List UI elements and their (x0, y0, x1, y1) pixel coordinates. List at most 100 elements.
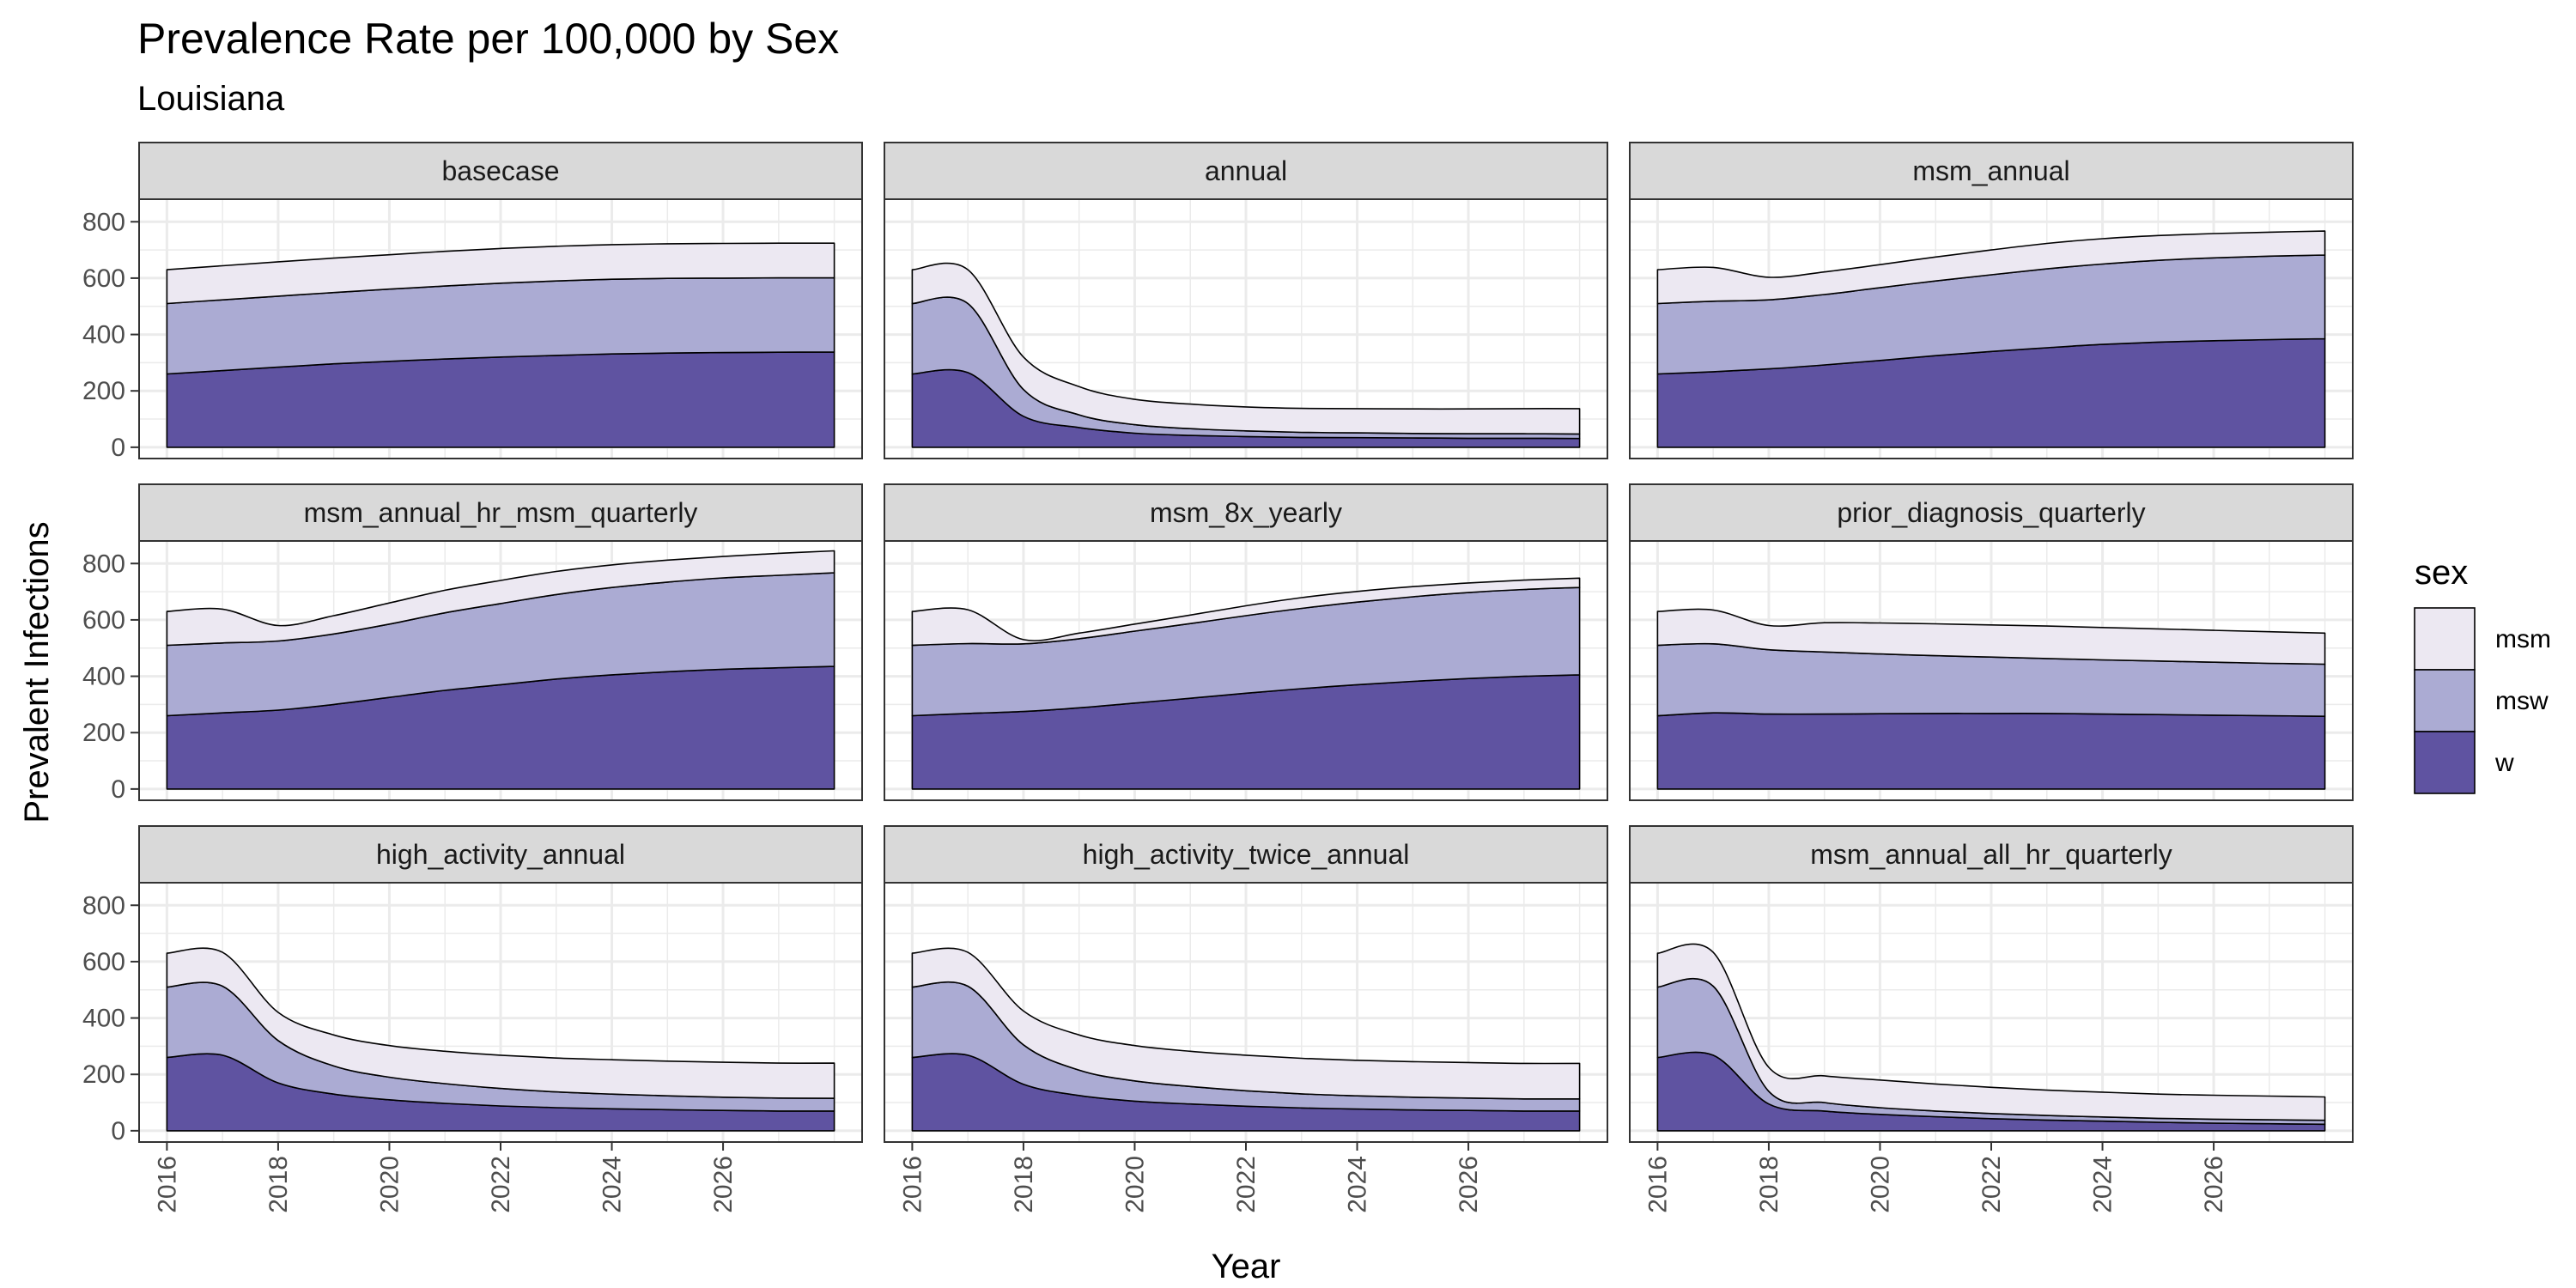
stacked-areas (1656, 230, 2326, 448)
x-tick-label: 2016 (898, 1156, 927, 1213)
stacked-areas (911, 577, 1581, 790)
legend-key-msw (2414, 669, 2476, 732)
y-tick-label: 800 (82, 891, 125, 920)
x-tick-label: 2018 (1755, 1156, 1783, 1213)
y-tick-label: 400 (82, 321, 125, 349)
area-msm (1656, 608, 2326, 665)
area-msm (166, 947, 835, 1099)
chart-title: Prevalence Rate per 100,000 by Sex (137, 15, 839, 63)
x-tick-label: 2026 (1455, 1156, 1483, 1213)
legend-label-w: w (2494, 749, 2514, 777)
facet-panel-msm_annual_hr_msm_quarterly: msm_annual_hr_msm_quarterly 0 200 400 600 800 (82, 483, 863, 804)
y-tick-label: 200 (82, 719, 125, 747)
x-tick-label: 2020 (376, 1156, 404, 1213)
area-msm (1656, 943, 2326, 1121)
facet-panels: basecase 0 200 400 600 800 annual msm_annualmsm… (82, 142, 2354, 1213)
area-msm (166, 242, 835, 305)
x-tick-label: 2016 (153, 1156, 181, 1213)
legend-key-w (2414, 731, 2476, 794)
y-tick-label: 400 (82, 1005, 125, 1033)
x-tick-label: 2022 (487, 1156, 515, 1213)
legend-key-msm (2414, 607, 2476, 671)
x-tick-label: 2024 (1344, 1156, 1372, 1213)
stacked-areas (166, 550, 835, 790)
x-tick-label: 2020 (1867, 1156, 1895, 1213)
facet-strip-label: high_activity_twice_annual (1083, 839, 1410, 870)
facet-panel-msm_8x_yearly: msm_8x_yearly (884, 483, 1608, 801)
y-tick-label: 0 (111, 434, 125, 462)
x-tick-label: 2026 (709, 1156, 738, 1213)
facet-strip (138, 142, 863, 200)
facet-strip (884, 142, 1608, 200)
x-tick-label: 2018 (264, 1156, 293, 1213)
area-msm (911, 262, 1581, 435)
facet-panel-msm_annual_all_hr_quarterly: msm_annual_all_hr_quarterly 2016 2018 2020 2… (1629, 825, 2354, 1213)
stacked-areas (166, 947, 835, 1132)
area-msm (911, 947, 1581, 1100)
facet-strip (884, 483, 1608, 542)
y-tick-label: 600 (82, 606, 125, 635)
facet-strip-label: msm_annual (1912, 155, 2069, 186)
facet-strip (138, 825, 863, 884)
x-tick-label: 2020 (1121, 1156, 1150, 1213)
y-tick-label: 800 (82, 550, 125, 578)
facet-strip (1629, 825, 2354, 884)
facet-strip (1629, 142, 2354, 200)
x-axis-title: Year (1212, 1248, 1281, 1285)
stacked-areas (166, 242, 835, 448)
facet-panel-high_activity_annual: high_activity_annual 0 200 400 600 800 2016 201… (82, 825, 863, 1213)
y-tick-label: 0 (111, 1117, 125, 1145)
facet-strip (884, 825, 1608, 884)
facet-strip (1629, 483, 2354, 542)
y-tick-label: 800 (82, 208, 125, 236)
area-msm (911, 577, 1581, 647)
x-tick-label: 2022 (1232, 1156, 1261, 1213)
y-tick-label: 200 (82, 377, 125, 405)
y-tick-label: 0 (111, 775, 125, 804)
facet-panel-msm_annual: msm_annual (1629, 142, 2354, 459)
facet-strip-label: annual (1205, 155, 1287, 186)
legend-title: sex (2415, 554, 2468, 592)
stacked-areas (1656, 608, 2326, 790)
stacked-areas (1656, 943, 2326, 1132)
area-msm (166, 550, 835, 647)
chart-subtitle: Louisiana (137, 80, 285, 118)
stacked-areas (911, 947, 1581, 1132)
panel-border (1629, 540, 2354, 801)
area-msm (1656, 230, 2326, 305)
facet-strip-label: msm_8x_yearly (1150, 497, 1342, 528)
legend-label-msw: msw (2495, 687, 2549, 715)
x-tick-label: 2018 (1010, 1156, 1038, 1213)
legend-keys: msm msw w (2414, 607, 2551, 794)
legend: sex msm msw w (2414, 554, 2551, 794)
facet-strip-label: prior_diagnosis_quarterly (1837, 497, 2145, 528)
area-w (1656, 712, 2326, 790)
facet-strip-label: basecase (442, 155, 560, 186)
stacked-areas (911, 262, 1581, 448)
y-tick-label: 600 (82, 264, 125, 293)
x-tick-label: 2024 (598, 1156, 627, 1213)
facet-panel-high_activity_twice_annual: high_activity_twice_annual 2016 2018 2020 20… (884, 825, 1608, 1213)
x-tick-label: 2016 (1643, 1156, 1672, 1213)
x-tick-label: 2026 (2200, 1156, 2228, 1213)
x-tick-label: 2022 (1978, 1156, 2006, 1213)
facet-panel-prior_diagnosis_quarterly: prior_diagnosis_quarterly (1629, 483, 2354, 801)
panel-border (884, 198, 1608, 459)
panel-border (884, 540, 1608, 801)
panel-border (138, 198, 863, 459)
x-tick-label: 2024 (2089, 1156, 2117, 1213)
facet-strip-label: high_activity_annual (376, 839, 625, 870)
facet-strip-label: msm_annual_hr_msm_quarterly (304, 497, 698, 528)
y-axis-title: Prevalent Infections (18, 521, 56, 823)
facet-panel-annual: annual (884, 142, 1608, 459)
y-tick-label: 200 (82, 1060, 125, 1089)
panel-border (1629, 198, 2354, 459)
y-tick-label: 400 (82, 663, 125, 691)
legend-label-msm: msm (2495, 625, 2551, 653)
facet-panel-basecase: basecase 0 200 400 600 800 (82, 142, 863, 462)
y-tick-label: 600 (82, 948, 125, 976)
panel-border (138, 540, 863, 801)
facet-strip-label: msm_annual_all_hr_quarterly (1810, 839, 2172, 870)
